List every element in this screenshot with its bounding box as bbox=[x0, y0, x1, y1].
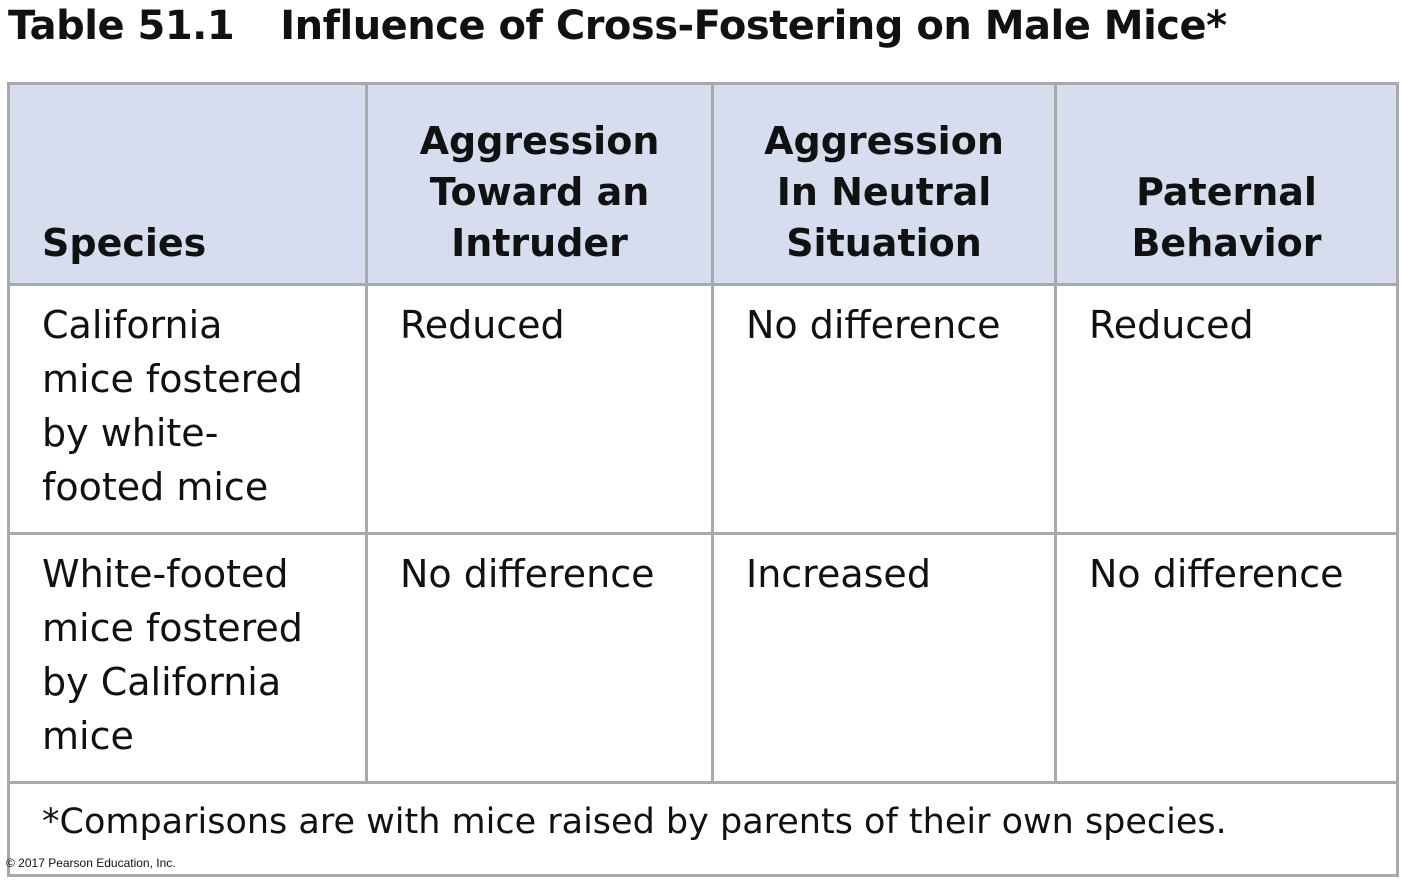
table-cell: Reduced bbox=[1054, 283, 1399, 535]
header-aggression-neutral: Aggression In Neutral Situation bbox=[711, 82, 1057, 286]
table-cell: Increased bbox=[711, 532, 1057, 784]
header-paternal-behavior: Paternal Behavior bbox=[1054, 82, 1399, 286]
table-row: California mice fostered by white- foote… bbox=[7, 283, 1399, 535]
copyright-notice: © 2017 Pearson Education, Inc. bbox=[6, 856, 176, 870]
table-footnote: *Comparisons are with mice raised by par… bbox=[7, 781, 1399, 877]
header-aggression-intruder: Aggression Toward an Intruder bbox=[365, 82, 714, 286]
table-row: White-footed mice fostered by California… bbox=[7, 532, 1399, 784]
table-cell: No difference bbox=[365, 532, 714, 784]
footnote-row: *Comparisons are with mice raised by par… bbox=[7, 781, 1399, 877]
table-cell: Reduced bbox=[365, 283, 714, 535]
cross-fostering-table: Species Aggression Toward an Intruder Ag… bbox=[7, 82, 1399, 877]
table-title: Table 51.1 Influence of Cross-Fostering o… bbox=[8, 0, 1227, 52]
table-number: Table 51.1 bbox=[8, 3, 235, 49]
table-cell-species: California mice fostered by white- foote… bbox=[7, 283, 368, 535]
table-cell-species: White-footed mice fostered by California… bbox=[7, 532, 368, 784]
header-species: Species bbox=[7, 82, 368, 286]
header-row: Species Aggression Toward an Intruder Ag… bbox=[7, 82, 1399, 286]
table-cell: No difference bbox=[1054, 532, 1399, 784]
table-cell: No difference bbox=[711, 283, 1057, 535]
table-caption: Influence of Cross-Fostering on Male Mic… bbox=[280, 3, 1227, 49]
